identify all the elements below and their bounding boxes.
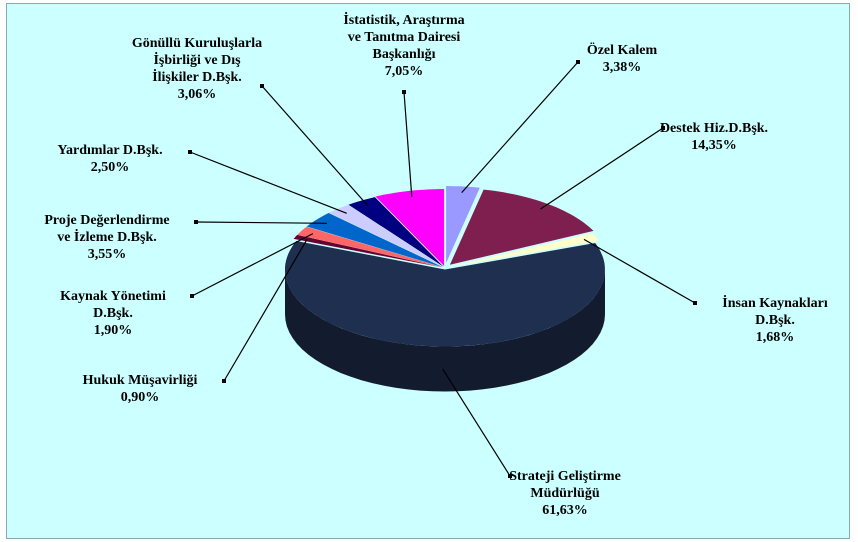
leader-dot	[576, 60, 580, 64]
slice-top	[448, 233, 599, 268]
pie-slice	[329, 204, 443, 267]
pie-slice	[293, 234, 443, 268]
leader-dot	[188, 150, 192, 154]
leader-line	[403, 91, 413, 197]
slice-label: Gönüllü Kuruluşlarla İşbirliği ve Dış İl…	[77, 35, 317, 103]
slice-value: 7,05%	[384, 64, 424, 79]
leader-dot	[402, 90, 406, 94]
leader-line	[195, 221, 328, 224]
slice-name: İstatistik, Araştırma ve Tanıtma Dairesi…	[343, 13, 465, 62]
slice-label: Strateji Geliştirme Müdürlüğü 61,63%	[445, 468, 685, 519]
slice-label: Proje Değerlendirme ve İzleme D.Bşk. 3,55…	[0, 212, 227, 263]
slice-name: Strateji Geliştirme Müdürlüğü	[509, 469, 621, 501]
slice-top	[375, 189, 445, 266]
leader-dot	[693, 301, 697, 305]
slice-value: 1,68%	[755, 330, 795, 345]
leader-dot	[661, 126, 665, 130]
slice-top	[297, 226, 443, 268]
slice-value: 1,90%	[93, 323, 133, 338]
slice-value: 2,50%	[90, 160, 130, 175]
slice-label: Destek Hiz.D.Bşk. 14,35%	[594, 120, 834, 154]
leader-line	[461, 61, 579, 193]
slice-value: 14,35%	[691, 138, 737, 153]
leader-line	[442, 368, 511, 477]
leader-line	[540, 127, 664, 210]
slice-name: Destek Hiz.D.Bşk.	[659, 121, 769, 136]
pie-slice	[306, 213, 443, 268]
pie-slice	[446, 186, 480, 263]
slice-name: Özel Kalem	[586, 43, 658, 58]
slice-name: Gönüllü Kuruluşlarla İşbirliği ve Dış İl…	[131, 36, 263, 85]
leader-dot	[508, 474, 512, 478]
leader-line	[261, 85, 369, 207]
slice-top	[348, 197, 444, 267]
slice-top	[329, 204, 443, 267]
leader-dot	[222, 379, 226, 383]
slice-name: İnsan Kaynakları D.Bşk.	[722, 296, 828, 328]
slice-name: Kaynak Yönetimi D.Bşk.	[60, 289, 166, 321]
pie-slice	[297, 226, 443, 268]
slice-top	[285, 241, 605, 347]
leader-dot	[190, 294, 194, 298]
slice-top	[293, 234, 443, 268]
pie-slice	[448, 233, 599, 268]
pie-slice	[285, 241, 605, 392]
leader-line	[189, 151, 347, 214]
pie-slice	[348, 197, 444, 267]
leader-dot	[260, 84, 264, 88]
leader-line	[583, 238, 696, 304]
slice-label: Hukuk Müşavirliği 0,90%	[20, 372, 260, 406]
slice-value: 3,06%	[177, 87, 217, 102]
leader-dot	[194, 220, 198, 224]
slice-label: İnsan Kaynakları D.Bşk. 1,68%	[655, 295, 858, 346]
slice-label: Özel Kalem 3,38%	[502, 42, 742, 76]
pie-slice	[375, 189, 445, 266]
slice-value: 3,38%	[602, 60, 642, 75]
slice-top	[306, 213, 443, 268]
slice-name: Yardımlar D.Bşk.	[57, 143, 163, 158]
slice-top	[449, 189, 594, 265]
slice-label: Kaynak Yönetimi D.Bşk. 1,90%	[0, 288, 233, 339]
leader-line	[223, 238, 308, 382]
pie-slice	[449, 189, 594, 265]
slice-top	[446, 186, 480, 263]
slice-label: Yardımlar D.Bşk. 2,50%	[0, 142, 230, 176]
slice-side	[285, 269, 605, 392]
slice-value: 0,90%	[120, 390, 160, 405]
slice-name: Hukuk Müşavirliği	[82, 373, 198, 388]
leader-line	[191, 233, 314, 297]
slice-label: İstatistik, Araştırma ve Tanıtma Dairesi…	[284, 12, 524, 80]
slice-value: 61,63%	[542, 503, 588, 518]
slice-value: 3,55%	[87, 247, 127, 262]
slice-name: Proje Değerlendirme ve İzleme D.Bşk.	[44, 213, 170, 245]
